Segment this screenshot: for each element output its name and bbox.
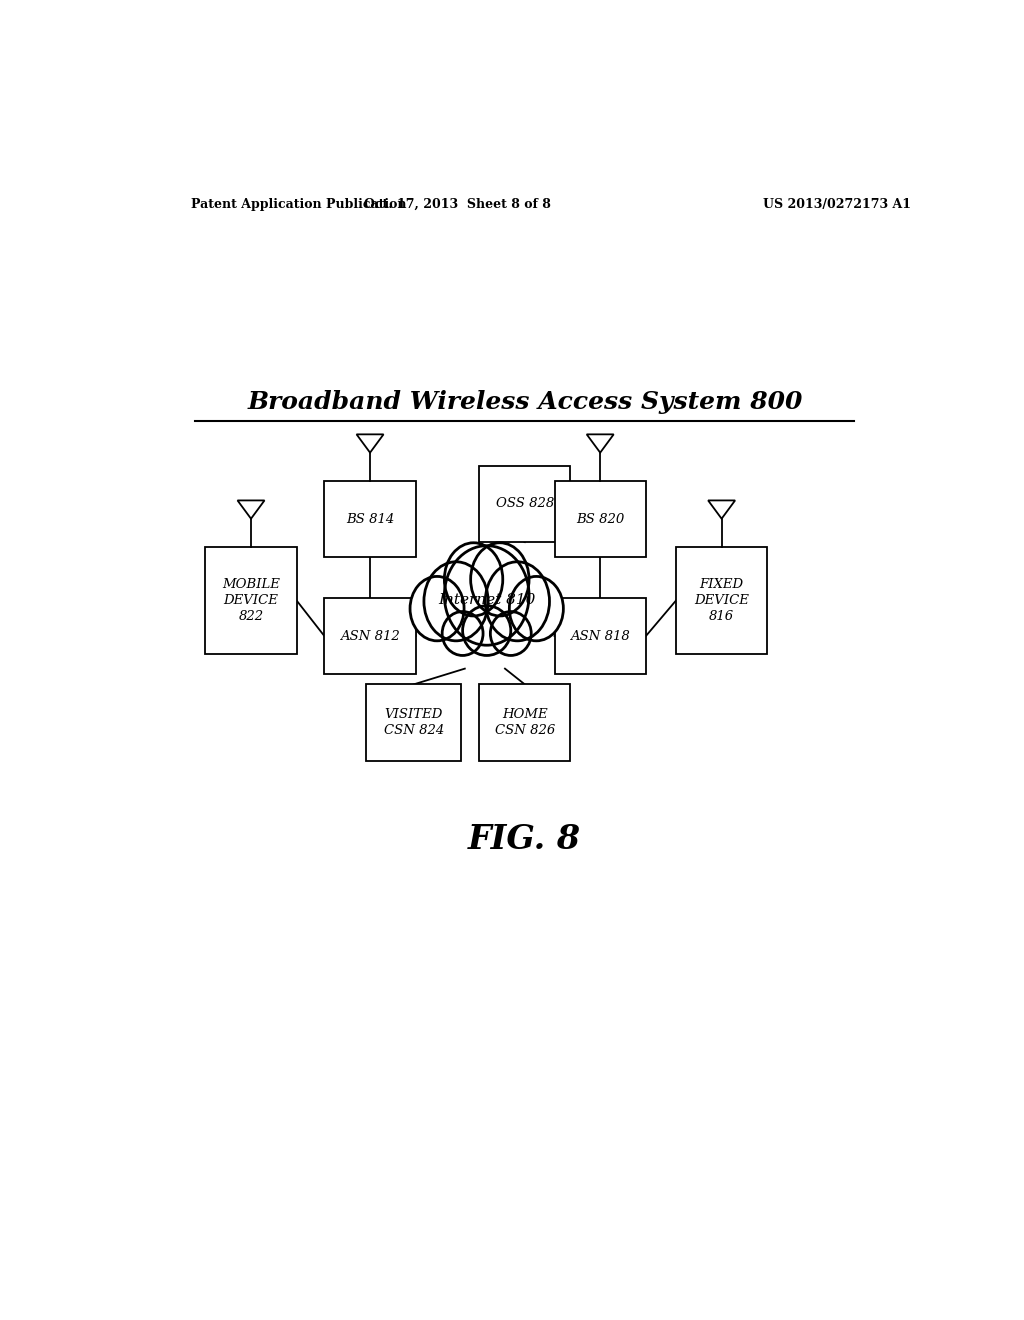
FancyBboxPatch shape xyxy=(555,598,646,675)
FancyBboxPatch shape xyxy=(325,480,416,557)
FancyBboxPatch shape xyxy=(555,480,646,557)
Polygon shape xyxy=(238,500,264,519)
Text: OSS 828: OSS 828 xyxy=(496,498,554,511)
Ellipse shape xyxy=(490,611,531,656)
FancyBboxPatch shape xyxy=(676,548,767,653)
Ellipse shape xyxy=(471,543,529,616)
FancyBboxPatch shape xyxy=(479,466,570,543)
Polygon shape xyxy=(587,434,613,453)
Polygon shape xyxy=(709,500,735,519)
Polygon shape xyxy=(356,434,384,453)
Text: Oct. 17, 2013  Sheet 8 of 8: Oct. 17, 2013 Sheet 8 of 8 xyxy=(364,198,551,211)
Text: FIXED
DEVICE
816: FIXED DEVICE 816 xyxy=(694,578,749,623)
FancyBboxPatch shape xyxy=(367,684,461,760)
Text: HOME
CSN 826: HOME CSN 826 xyxy=(495,708,555,737)
Text: VISITED
CSN 824: VISITED CSN 824 xyxy=(384,708,443,737)
Text: MOBILE
DEVICE
822: MOBILE DEVICE 822 xyxy=(222,578,280,623)
Ellipse shape xyxy=(444,545,529,645)
FancyBboxPatch shape xyxy=(325,598,416,675)
Text: Internet 810: Internet 810 xyxy=(438,593,536,606)
FancyBboxPatch shape xyxy=(206,548,297,653)
Ellipse shape xyxy=(410,577,464,640)
Text: BS 814: BS 814 xyxy=(346,512,394,525)
Ellipse shape xyxy=(442,611,483,656)
Text: ASN 818: ASN 818 xyxy=(570,630,630,643)
Ellipse shape xyxy=(485,562,550,640)
Ellipse shape xyxy=(444,543,503,616)
Text: Broadband Wireless Access System 800: Broadband Wireless Access System 800 xyxy=(247,391,803,414)
Ellipse shape xyxy=(424,562,488,640)
FancyBboxPatch shape xyxy=(479,684,570,760)
Text: ASN 812: ASN 812 xyxy=(340,630,400,643)
Text: BS 820: BS 820 xyxy=(577,512,625,525)
Ellipse shape xyxy=(509,577,563,640)
Text: Patent Application Publication: Patent Application Publication xyxy=(191,198,407,211)
Text: US 2013/0272173 A1: US 2013/0272173 A1 xyxy=(763,198,911,211)
Text: FIG. 8: FIG. 8 xyxy=(468,822,582,855)
Ellipse shape xyxy=(463,606,511,656)
